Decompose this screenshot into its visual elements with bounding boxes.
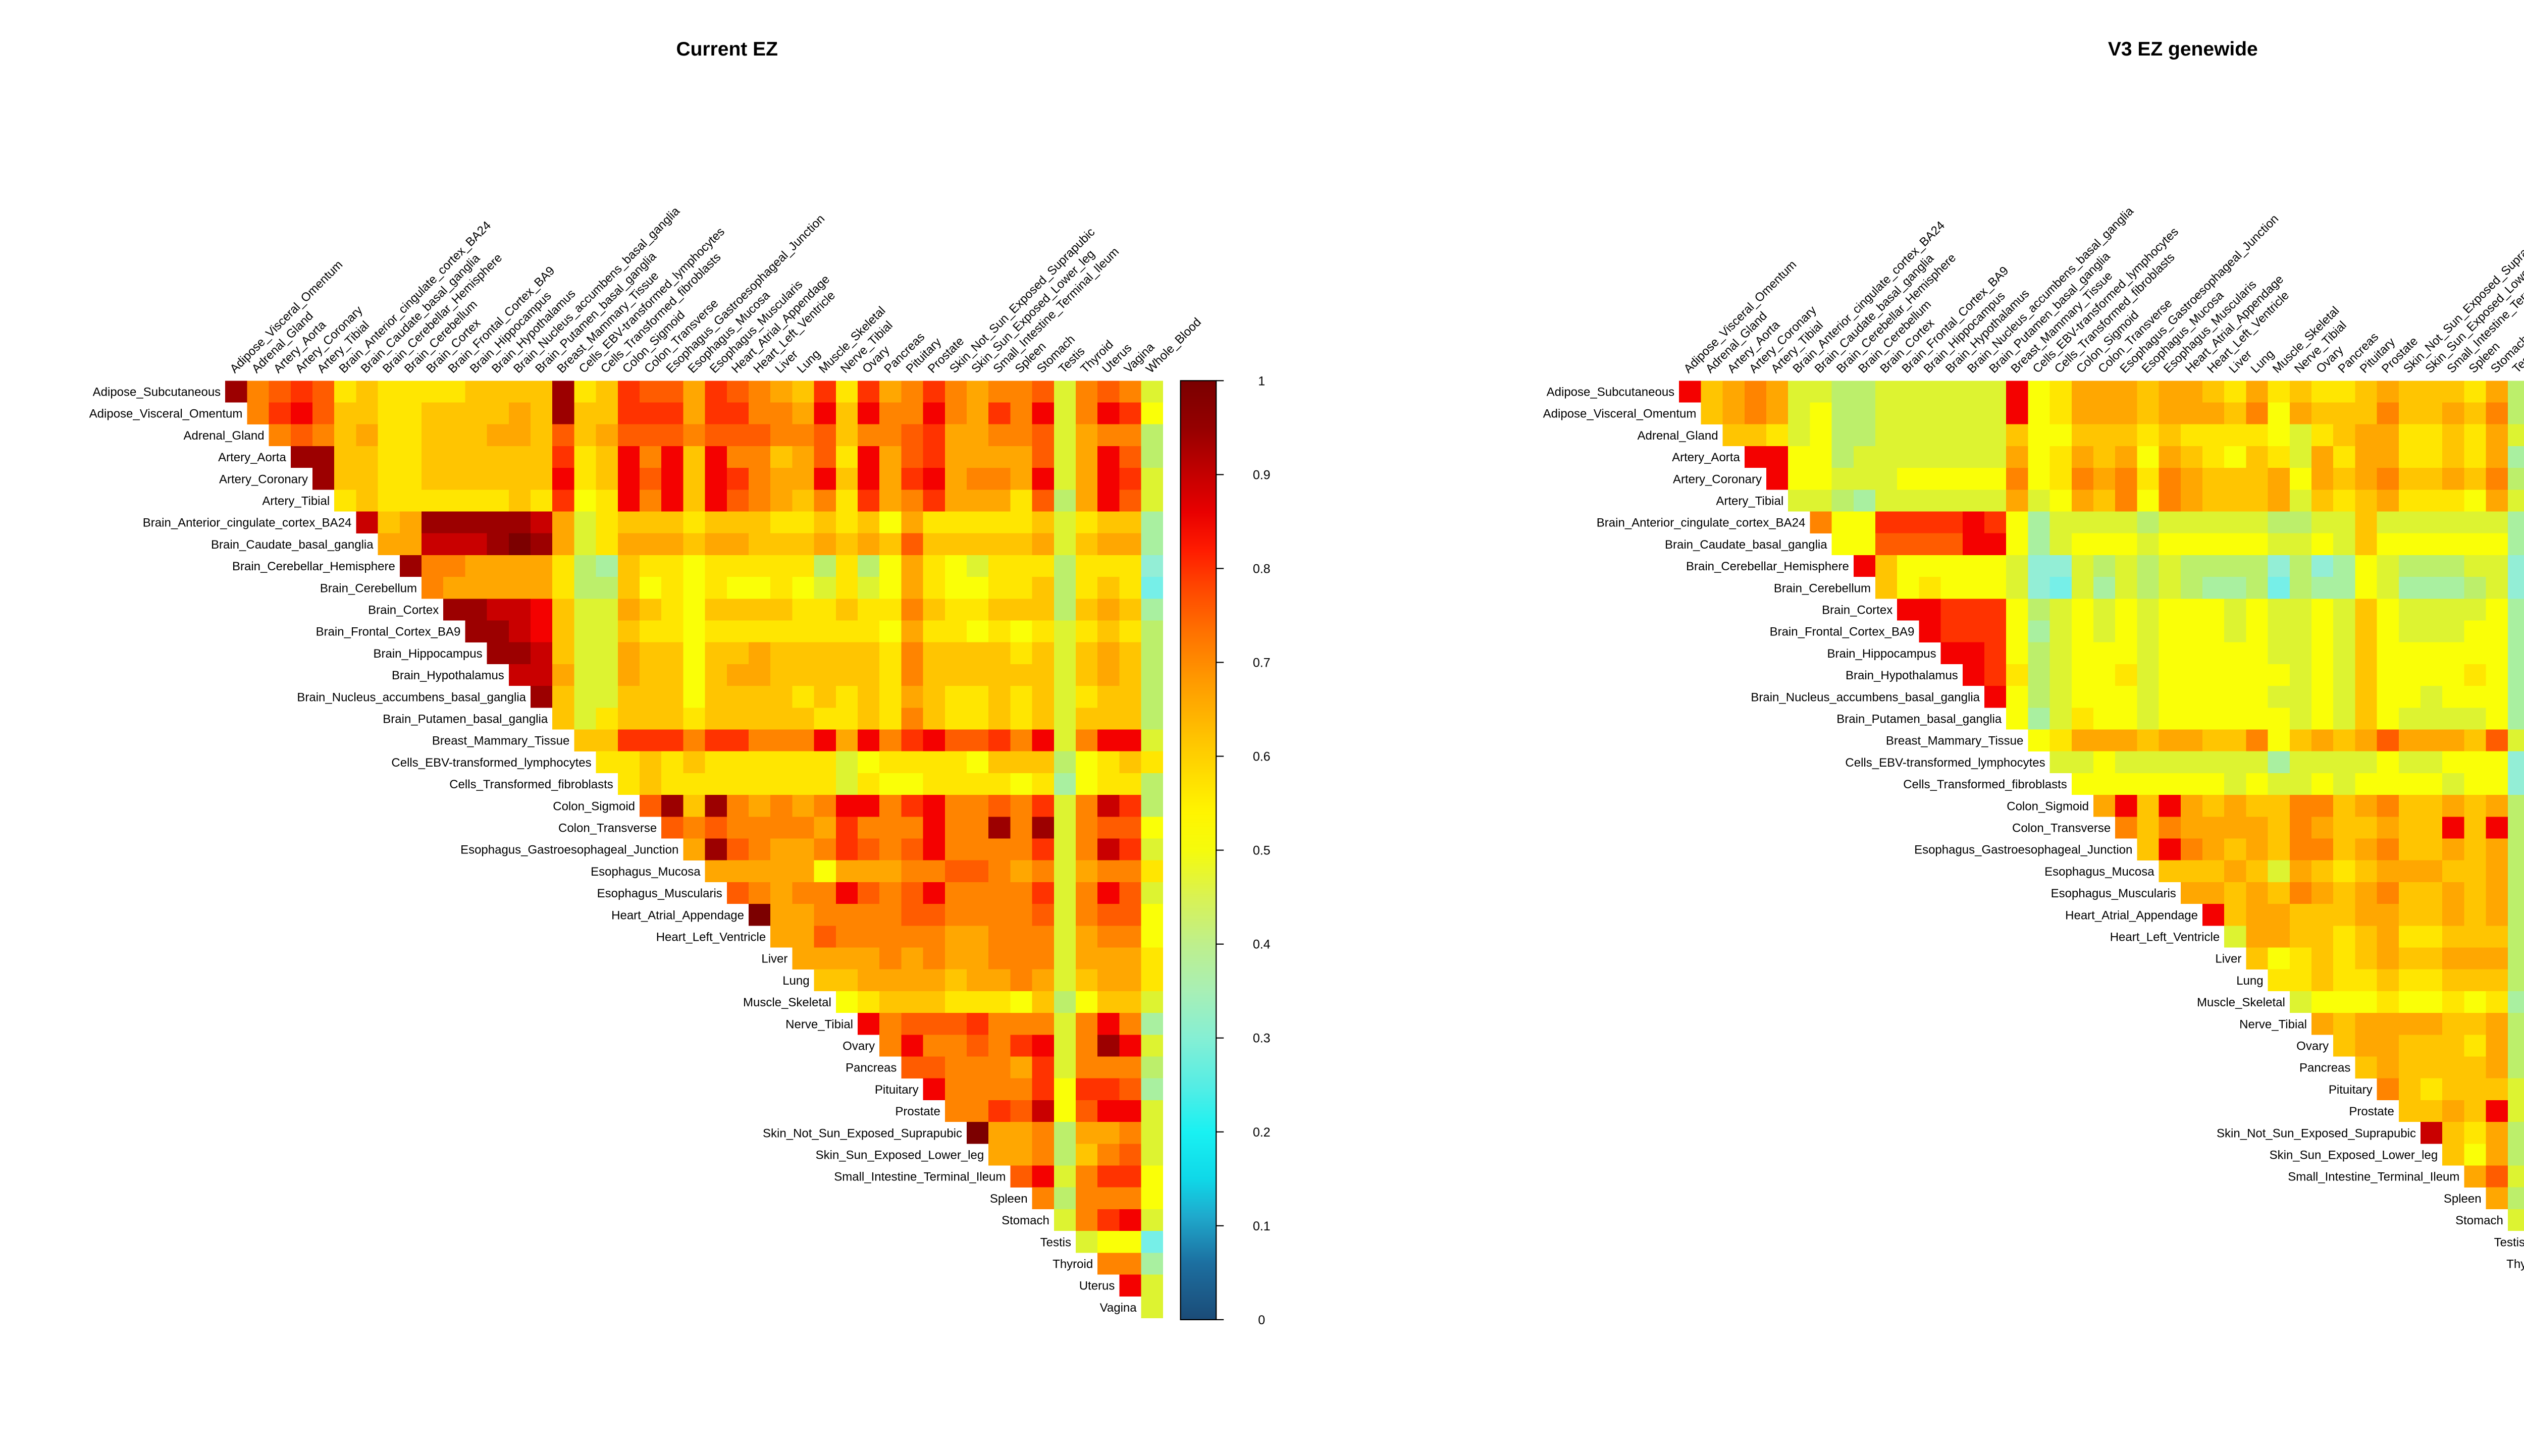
svg-text:Brain_Anterior_cingulate_corte: Brain_Anterior_cingulate_cortex_BA24 bbox=[143, 516, 352, 530]
svg-text:Thyroid: Thyroid bbox=[1053, 1258, 1093, 1271]
svg-text:Breast_Mammary_Tissue: Breast_Mammary_Tissue bbox=[432, 734, 570, 748]
svg-text:Brain_Cortex: Brain_Cortex bbox=[368, 604, 439, 617]
svg-text:Adrenal_Gland: Adrenal_Gland bbox=[183, 429, 264, 443]
svg-text:Prostate: Prostate bbox=[895, 1105, 940, 1118]
svg-text:Prostate: Prostate bbox=[2349, 1105, 2394, 1118]
svg-text:Brain_Anterior_cingulate_corte: Brain_Anterior_cingulate_cortex_BA24 bbox=[1597, 516, 1806, 530]
svg-text:Liver: Liver bbox=[761, 952, 787, 966]
svg-text:Esophagus_Mucosa: Esophagus_Mucosa bbox=[2044, 865, 2154, 879]
svg-text:Nerve_Tibial: Nerve_Tibial bbox=[785, 1017, 853, 1031]
svg-text:Stomach: Stomach bbox=[2455, 1214, 2503, 1227]
svg-text:Brain_Hypothalamus: Brain_Hypothalamus bbox=[392, 669, 504, 682]
svg-text:Nerve_Tibial: Nerve_Tibial bbox=[2239, 1017, 2307, 1031]
svg-text:Brain_Hippocampus: Brain_Hippocampus bbox=[1827, 647, 1936, 661]
svg-text:Cells_EBV-transformed_lymphocy: Cells_EBV-transformed_lymphocytes bbox=[391, 756, 591, 770]
svg-text:Brain_Cerebellar_Hemisphere: Brain_Cerebellar_Hemisphere bbox=[232, 560, 395, 573]
svg-text:Pituitary: Pituitary bbox=[875, 1083, 919, 1097]
svg-text:0.3: 0.3 bbox=[1253, 1032, 1271, 1046]
svg-text:Skin_Sun_Exposed_Lower_leg: Skin_Sun_Exposed_Lower_leg bbox=[2270, 1149, 2438, 1162]
svg-text:Skin_Not_Sun_Exposed_Suprapubi: Skin_Not_Sun_Exposed_Suprapubic bbox=[2217, 1126, 2416, 1140]
svg-text:V3 EZ genewide: V3 EZ genewide bbox=[2108, 38, 2258, 60]
svg-text:Adipose_Visceral_Omentum: Adipose_Visceral_Omentum bbox=[1543, 407, 1697, 421]
svg-text:Thyroid: Thyroid bbox=[2506, 1258, 2524, 1271]
svg-text:Small_Intestine_Terminal_Ileum: Small_Intestine_Terminal_Ileum bbox=[2288, 1170, 2459, 1184]
svg-text:Ovary: Ovary bbox=[843, 1040, 875, 1053]
svg-text:Brain_Cerebellum: Brain_Cerebellum bbox=[1774, 581, 1871, 595]
svg-text:Brain_Putamen_basal_ganglia: Brain_Putamen_basal_ganglia bbox=[1836, 713, 2002, 726]
svg-text:Cells_EBV-transformed_lymphocy: Cells_EBV-transformed_lymphocytes bbox=[1845, 756, 2045, 770]
svg-text:0.2: 0.2 bbox=[1253, 1125, 1271, 1140]
svg-text:Brain_Frontal_Cortex_BA9: Brain_Frontal_Cortex_BA9 bbox=[316, 625, 461, 639]
svg-text:Uterus: Uterus bbox=[1079, 1279, 1115, 1293]
svg-text:Brain_Caudate_basal_ganglia: Brain_Caudate_basal_ganglia bbox=[1665, 538, 1827, 552]
svg-text:Colon_Transverse: Colon_Transverse bbox=[2012, 822, 2111, 835]
svg-text:Vagina: Vagina bbox=[1100, 1301, 1137, 1315]
svg-text:Liver: Liver bbox=[2215, 952, 2241, 966]
svg-text:Adrenal_Gland: Adrenal_Gland bbox=[1637, 429, 1718, 443]
svg-text:Adipose_Visceral_Omentum: Adipose_Visceral_Omentum bbox=[89, 407, 243, 421]
svg-text:Esophagus_Muscularis: Esophagus_Muscularis bbox=[597, 887, 722, 900]
svg-text:0.6: 0.6 bbox=[1253, 750, 1271, 764]
svg-text:0.5: 0.5 bbox=[1253, 844, 1271, 858]
svg-text:Brain_Hippocampus: Brain_Hippocampus bbox=[373, 647, 482, 661]
svg-text:0.7: 0.7 bbox=[1253, 656, 1271, 670]
svg-text:Breast_Mammary_Tissue: Breast_Mammary_Tissue bbox=[1886, 734, 2024, 748]
svg-text:Artery_Tibial: Artery_Tibial bbox=[1716, 495, 1783, 508]
svg-text:Brain_Cerebellar_Hemisphere: Brain_Cerebellar_Hemisphere bbox=[1686, 560, 1849, 573]
svg-text:Skin_Not_Sun_Exposed_Suprapubi: Skin_Not_Sun_Exposed_Suprapubic bbox=[763, 1126, 962, 1140]
svg-text:0.1: 0.1 bbox=[1253, 1219, 1271, 1233]
svg-text:Testis: Testis bbox=[2494, 1235, 2524, 1249]
svg-text:Small_Intestine_Terminal_Ileum: Small_Intestine_Terminal_Ileum bbox=[834, 1170, 1006, 1184]
svg-text:Heart_Atrial_Appendage: Heart_Atrial_Appendage bbox=[611, 908, 744, 922]
svg-text:Adipose_Subcutaneous: Adipose_Subcutaneous bbox=[93, 386, 221, 399]
svg-text:Brain_Cortex: Brain_Cortex bbox=[1822, 604, 1892, 617]
svg-text:Artery_Tibial: Artery_Tibial bbox=[262, 495, 330, 508]
svg-text:Stomach: Stomach bbox=[1002, 1214, 1049, 1227]
svg-text:Brain_Nucleus_accumbens_basal_: Brain_Nucleus_accumbens_basal_ganglia bbox=[297, 690, 526, 704]
svg-text:Pituitary: Pituitary bbox=[2329, 1083, 2373, 1097]
svg-text:Ovary: Ovary bbox=[2296, 1040, 2329, 1053]
svg-text:Esophagus_Gastroesophageal_Jun: Esophagus_Gastroesophageal_Junction bbox=[1914, 843, 2132, 857]
svg-text:Brain_Caudate_basal_ganglia: Brain_Caudate_basal_ganglia bbox=[211, 538, 374, 552]
svg-text:Muscle_Skeletal: Muscle_Skeletal bbox=[743, 996, 831, 1009]
svg-text:Spleen: Spleen bbox=[990, 1192, 1028, 1206]
svg-text:0.4: 0.4 bbox=[1253, 938, 1271, 952]
svg-text:1: 1 bbox=[1258, 374, 1265, 388]
svg-text:Brain_Frontal_Cortex_BA9: Brain_Frontal_Cortex_BA9 bbox=[1770, 625, 1915, 639]
svg-text:0.8: 0.8 bbox=[1253, 562, 1271, 576]
svg-text:Brain_Putamen_basal_ganglia: Brain_Putamen_basal_ganglia bbox=[383, 713, 548, 726]
svg-text:Brain_Hypothalamus: Brain_Hypothalamus bbox=[1846, 669, 1958, 682]
svg-text:Pancreas: Pancreas bbox=[2299, 1061, 2350, 1075]
svg-text:Colon_Sigmoid: Colon_Sigmoid bbox=[553, 799, 635, 813]
svg-text:Artery_Aorta: Artery_Aorta bbox=[218, 451, 286, 464]
svg-text:Spleen: Spleen bbox=[2444, 1192, 2482, 1206]
svg-text:Artery_Aorta: Artery_Aorta bbox=[1672, 451, 1740, 464]
svg-text:Esophagus_Gastroesophageal_Jun: Esophagus_Gastroesophageal_Junction bbox=[460, 843, 678, 857]
svg-text:Esophagus_Muscularis: Esophagus_Muscularis bbox=[2051, 887, 2176, 900]
svg-text:Lung: Lung bbox=[782, 974, 809, 988]
svg-text:Brain_Cerebellum: Brain_Cerebellum bbox=[320, 581, 417, 595]
svg-text:Artery_Coronary: Artery_Coronary bbox=[1673, 472, 1762, 486]
svg-text:Colon_Transverse: Colon_Transverse bbox=[558, 822, 657, 835]
svg-text:Current EZ: Current EZ bbox=[676, 38, 778, 60]
svg-text:0.9: 0.9 bbox=[1253, 468, 1271, 482]
svg-text:Skin_Sun_Exposed_Lower_leg: Skin_Sun_Exposed_Lower_leg bbox=[816, 1149, 984, 1162]
svg-text:Esophagus_Mucosa: Esophagus_Mucosa bbox=[591, 865, 701, 879]
svg-text:Heart_Left_Ventricle: Heart_Left_Ventricle bbox=[2110, 931, 2220, 944]
svg-text:Colon_Sigmoid: Colon_Sigmoid bbox=[2007, 799, 2089, 813]
svg-text:Lung: Lung bbox=[2236, 974, 2263, 988]
svg-text:Testis: Testis bbox=[1040, 1235, 1071, 1249]
svg-text:0: 0 bbox=[1258, 1313, 1265, 1327]
svg-text:Heart_Atrial_Appendage: Heart_Atrial_Appendage bbox=[2065, 908, 2198, 922]
svg-text:Adipose_Subcutaneous: Adipose_Subcutaneous bbox=[1547, 386, 1675, 399]
svg-text:Pancreas: Pancreas bbox=[846, 1061, 897, 1075]
svg-text:Brain_Nucleus_accumbens_basal_: Brain_Nucleus_accumbens_basal_ganglia bbox=[1751, 690, 1980, 704]
svg-text:Artery_Coronary: Artery_Coronary bbox=[219, 472, 308, 486]
svg-text:Muscle_Skeletal: Muscle_Skeletal bbox=[2197, 996, 2285, 1009]
svg-text:Cells_Transformed_fibroblasts: Cells_Transformed_fibroblasts bbox=[449, 778, 613, 791]
svg-text:Cells_Transformed_fibroblasts: Cells_Transformed_fibroblasts bbox=[1903, 778, 2067, 791]
svg-text:Heart_Left_Ventricle: Heart_Left_Ventricle bbox=[656, 931, 766, 944]
